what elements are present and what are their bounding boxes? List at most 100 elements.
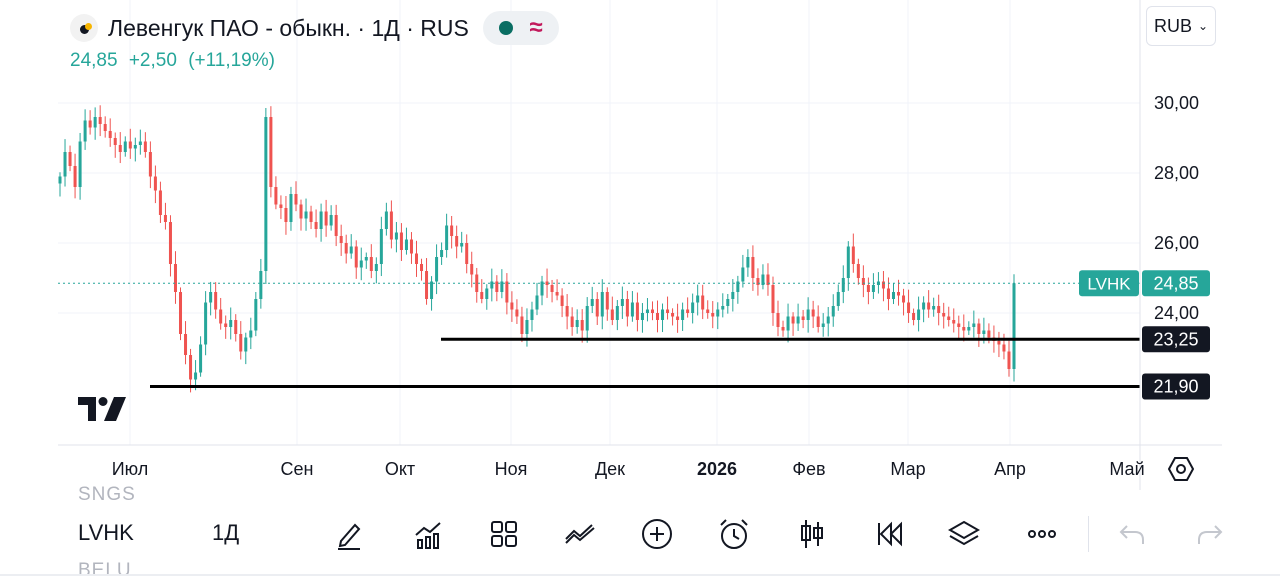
candle-body <box>786 316 790 331</box>
draw-icon[interactable] <box>330 514 370 554</box>
candle-body <box>399 232 403 250</box>
candle-body <box>319 211 323 229</box>
candle-body <box>927 302 931 310</box>
candle <box>776 300 780 337</box>
candle <box>184 321 188 365</box>
candle <box>610 296 614 326</box>
candle-body <box>530 309 534 320</box>
candles-series <box>58 105 1016 393</box>
candle <box>304 198 308 231</box>
candle <box>430 276 434 311</box>
candle <box>224 315 228 339</box>
candle-body <box>269 117 273 187</box>
candle <box>199 336 203 377</box>
candle-body <box>650 309 654 313</box>
candle <box>339 224 343 256</box>
price-chart[interactable]: 23,25 21,90 LVHK 24,85 30,00 28,00 26,00 24,0… <box>0 0 1280 492</box>
layers-icon[interactable] <box>944 514 984 554</box>
currency-dropdown[interactable]: RUB ⌄ <box>1146 6 1216 46</box>
candle <box>922 296 926 323</box>
candle-body <box>756 278 760 285</box>
candle-body <box>379 229 383 264</box>
candle <box>490 268 494 302</box>
chart-settings-icon[interactable] <box>1168 456 1194 482</box>
price-change-percent: (+11,19%) <box>188 50 275 71</box>
candle-body <box>88 120 92 128</box>
candles-icon[interactable] <box>792 514 832 554</box>
candle-body <box>465 243 469 264</box>
candle <box>881 271 885 302</box>
candle <box>620 286 624 319</box>
candle-body <box>409 239 413 254</box>
candle <box>259 258 263 309</box>
time-tick-label: Апр <box>994 459 1026 479</box>
candle-body <box>681 309 685 320</box>
price-summary: 24,85 +2,50 (+11,19%) <box>70 50 281 72</box>
tradingview-logo-icon[interactable] <box>78 397 126 423</box>
market-status-pill[interactable]: ≈ <box>482 11 559 45</box>
candle-body <box>816 316 820 327</box>
candle-body <box>299 204 303 219</box>
candle-body <box>279 204 283 208</box>
candle <box>294 181 298 212</box>
candle <box>891 283 896 305</box>
candle-body <box>595 299 599 317</box>
candle <box>58 172 62 197</box>
chevron-down-icon: ⌄ <box>1197 19 1209 33</box>
candle-body <box>234 320 238 334</box>
company-logo <box>70 14 98 42</box>
add-icon[interactable] <box>637 514 677 554</box>
alert-icon[interactable] <box>714 514 754 554</box>
candle <box>545 268 549 298</box>
next-symbol[interactable]: BELU <box>78 560 132 576</box>
candle <box>530 301 534 332</box>
candle <box>1012 274 1016 382</box>
candle <box>801 309 805 329</box>
more-icon[interactable] <box>1022 514 1062 554</box>
candle-body <box>118 145 122 152</box>
candle-body <box>1012 283 1016 369</box>
undo-icon[interactable] <box>1112 514 1152 554</box>
candle-body <box>339 236 343 243</box>
candle-body <box>93 117 97 128</box>
candle-body <box>123 141 127 152</box>
candle-body <box>284 208 288 222</box>
candle-body <box>731 292 735 299</box>
interval-selector[interactable]: 1Д <box>212 520 240 545</box>
candle <box>535 282 539 316</box>
candle-body <box>585 306 589 331</box>
symbol-selector[interactable]: LVHK <box>78 520 134 545</box>
candle <box>676 303 680 333</box>
templates-icon[interactable] <box>484 514 524 554</box>
symbol-title[interactable]: Левенгук ПАО - обыкн. · 1Д · RUS <box>108 14 469 41</box>
time-tick-label: Сен <box>281 459 314 479</box>
candle-body <box>68 152 72 166</box>
redo-icon[interactable] <box>1190 514 1230 554</box>
chart-grid <box>58 0 1140 445</box>
candle <box>420 258 424 281</box>
candle-body <box>470 264 474 275</box>
candle-body <box>686 309 690 313</box>
price-tick-label: 26,00 <box>1154 233 1199 253</box>
level-price-label: 21,90 <box>1153 377 1198 397</box>
candle-body <box>525 320 529 334</box>
candle-body <box>615 306 619 320</box>
candle-body <box>866 285 870 292</box>
indicators-icon[interactable] <box>408 514 448 554</box>
compare-icon[interactable] <box>560 514 600 554</box>
candle <box>595 292 599 326</box>
price-tick-label: 28,00 <box>1154 163 1199 183</box>
candle <box>711 301 715 329</box>
candle-body <box>354 246 358 268</box>
candle <box>997 331 1001 358</box>
candle <box>771 276 775 326</box>
candle <box>1002 333 1006 360</box>
candle-body <box>369 257 373 271</box>
prev-symbol[interactable]: SNGS <box>78 484 136 505</box>
candle <box>897 279 901 306</box>
candle-body <box>932 306 936 310</box>
candle-body <box>977 323 981 334</box>
candle-body <box>851 246 855 264</box>
candle-body <box>907 302 911 313</box>
replay-icon[interactable] <box>868 514 908 554</box>
